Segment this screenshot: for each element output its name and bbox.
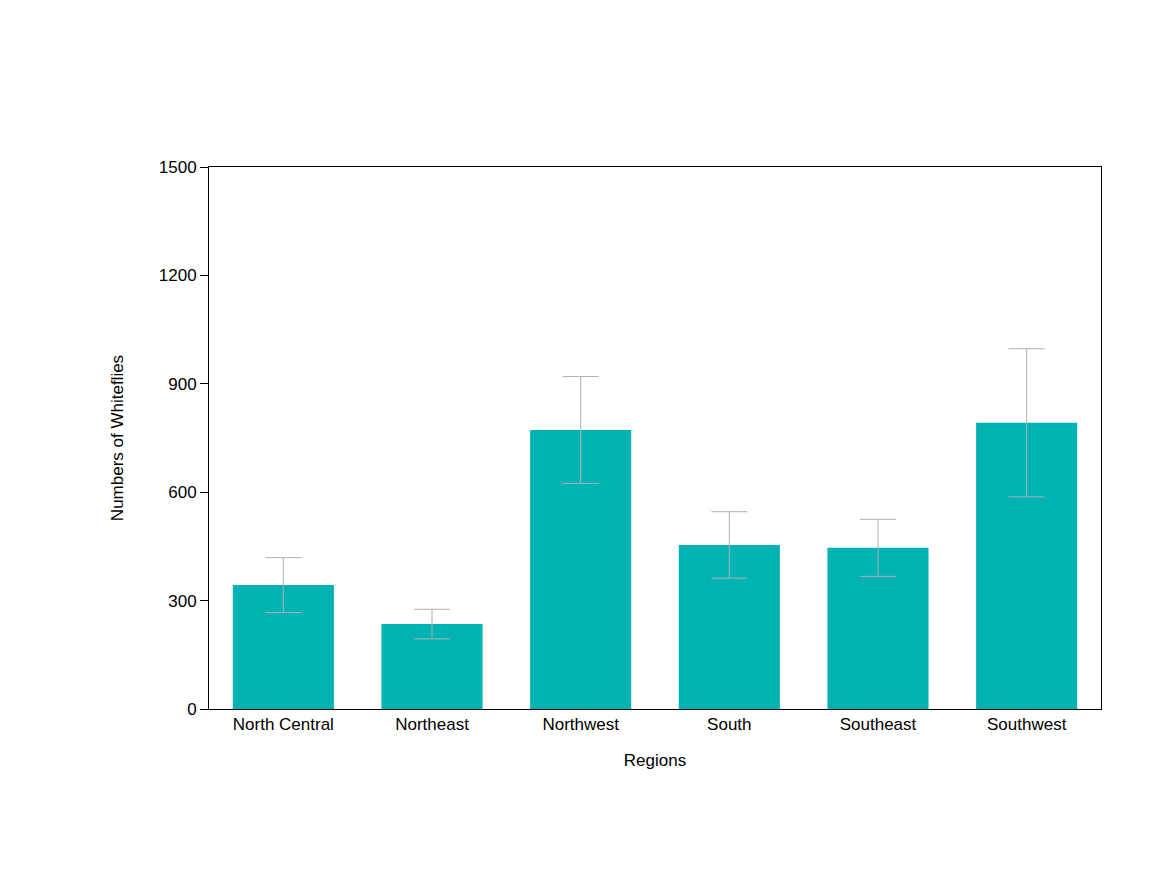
svg-text:Northeast: Northeast (395, 715, 469, 734)
svg-text:South: South (707, 715, 751, 734)
svg-text:Southeast: Southeast (840, 715, 917, 734)
svg-text:Numbers of Whiteflies: Numbers of Whiteflies (108, 355, 127, 521)
svg-text:Regions: Regions (624, 751, 686, 770)
svg-text:North Central: North Central (233, 715, 334, 734)
svg-text:1500: 1500 (159, 158, 197, 177)
svg-text:Northwest: Northwest (542, 715, 619, 734)
svg-text:1200: 1200 (159, 266, 197, 285)
svg-text:600: 600 (168, 483, 196, 502)
svg-text:0: 0 (187, 700, 196, 719)
svg-text:Southwest: Southwest (987, 715, 1067, 734)
svg-text:300: 300 (168, 592, 196, 611)
svg-text:900: 900 (168, 375, 196, 394)
